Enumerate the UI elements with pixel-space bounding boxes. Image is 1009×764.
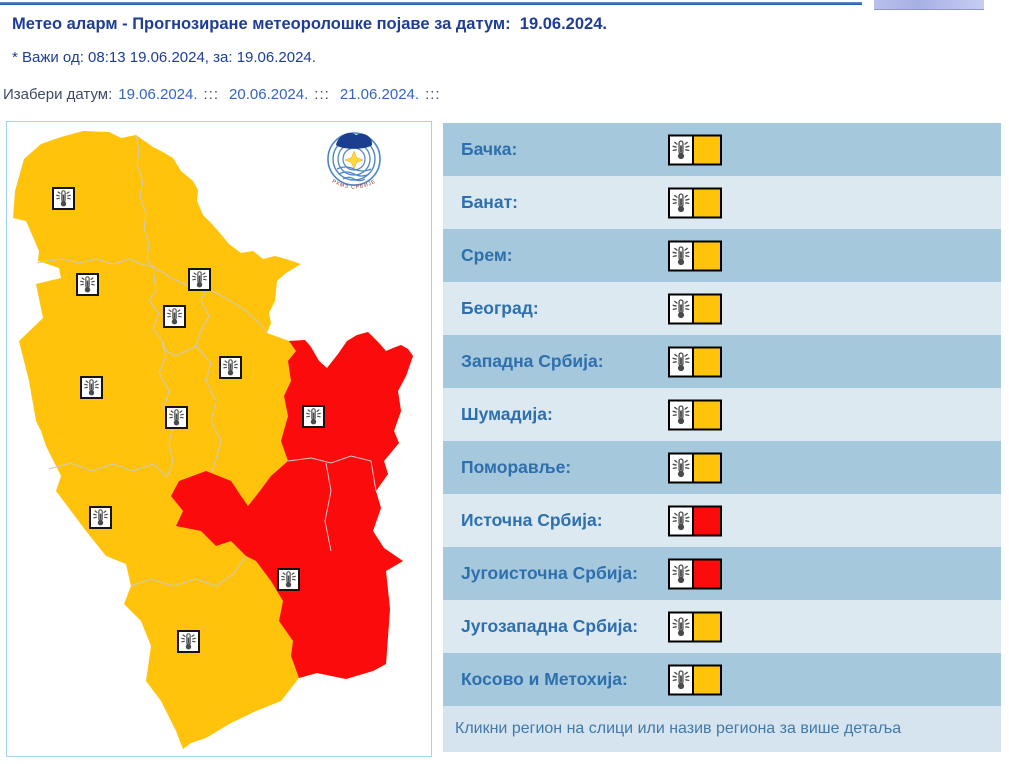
region-row-3[interactable]: Срем: <box>443 229 1001 282</box>
region-label[interactable]: Шумадија: <box>461 404 553 424</box>
svg-text:РХМЗ СРБИЈЕ: РХМЗ СРБИЈЕ <box>331 179 377 191</box>
region-row-5[interactable]: Западна Србија: <box>443 335 1001 388</box>
alert-level-box <box>694 664 722 695</box>
region-label[interactable]: Поморавље: <box>461 457 572 477</box>
alert-indicator <box>668 293 722 324</box>
alert-indicator <box>668 187 722 218</box>
date-option[interactable]: 19.06.2024. <box>118 86 198 103</box>
region-row-1[interactable]: Бачка: <box>443 123 1001 176</box>
alert-indicator <box>668 664 722 695</box>
alert-indicator <box>668 399 722 430</box>
heat-thermometer-icon <box>668 452 694 483</box>
rhmz-serbia-logo: РХМЗ СРБИЈЕ <box>327 132 381 191</box>
heat-thermometer-icon <box>668 611 694 642</box>
map-help-note-text: Кликни регион на слици или назив региона… <box>455 720 902 737</box>
region-row-2[interactable]: Банат: <box>443 176 1001 229</box>
map-heat-icon <box>80 376 103 399</box>
region-row-10[interactable]: Југозападна Србија: <box>443 600 1001 653</box>
alert-level-box <box>694 399 722 430</box>
alert-level-box <box>694 346 722 377</box>
heat-thermometer-icon <box>668 293 694 324</box>
map-heat-icon <box>188 268 211 291</box>
region-row-8[interactable]: Источна Србија: <box>443 494 1001 547</box>
alert-level-box <box>694 558 722 589</box>
map-heat-icon <box>163 305 186 328</box>
alert-level-box <box>694 240 722 271</box>
date-separator: ::: <box>425 86 441 103</box>
logo-sun <box>344 150 364 170</box>
map-heat-icon <box>219 356 242 379</box>
region-label[interactable]: Бачка: <box>461 139 518 159</box>
region-label[interactable]: Београд: <box>461 298 539 318</box>
alert-level-box <box>694 611 722 642</box>
region-label[interactable]: Југоисточна Србија: <box>461 563 638 583</box>
logo-text: РХМЗ СРБИЈЕ <box>331 179 376 191</box>
map-heat-icon <box>277 568 300 591</box>
alert-indicator <box>668 558 722 589</box>
heat-thermometer-icon <box>668 187 694 218</box>
alert-indicator <box>668 452 722 483</box>
heat-thermometer-icon <box>668 558 694 589</box>
alert-level-box <box>694 134 722 165</box>
region-row-9[interactable]: Југоисточна Србија: <box>443 547 1001 600</box>
region-label[interactable]: Срем: <box>461 245 513 265</box>
region-label[interactable]: Југозападна Србија: <box>461 616 639 636</box>
heat-thermometer-icon <box>668 240 694 271</box>
map-heat-icon <box>52 187 75 210</box>
serbia-map-svg: РХМЗ СРБИЈЕ <box>13 131 413 749</box>
map-heat-icon <box>76 273 99 296</box>
region-row-7[interactable]: Поморавље: <box>443 441 1001 494</box>
region-label[interactable]: Косово и Метохија: <box>461 669 628 689</box>
alert-indicator <box>668 611 722 642</box>
alert-level-box <box>694 452 722 483</box>
logo-cloud <box>336 133 373 149</box>
map-help-note: Кликни регион на слици или назив региона… <box>443 706 1001 752</box>
alert-indicator <box>668 346 722 377</box>
date-option[interactable]: 21.06.2024. <box>339 86 420 103</box>
alert-indicator <box>668 240 722 271</box>
map-heat-icon <box>177 630 200 653</box>
district-borders <box>36 134 377 587</box>
serbia-alert-map[interactable]: РХМЗ СРБИЈЕ <box>6 121 432 757</box>
date-picker: Изабери датум: 19.06.2024.::: 20.06.2024.:… <box>3 86 445 103</box>
map-heat-icon <box>89 506 112 529</box>
alert-level-box <box>694 293 722 324</box>
top-divider <box>0 2 862 5</box>
region-label[interactable]: Банат: <box>461 192 519 212</box>
date-separator: ::: <box>314 86 330 103</box>
date-option[interactable]: 20.06.2024. <box>229 86 309 103</box>
page-title: Метео аларм - Прогнозиране метеоролошке … <box>12 15 607 33</box>
map-region-red[interactable] <box>171 332 413 679</box>
alert-level-box <box>694 505 722 536</box>
heat-thermometer-icon <box>668 505 694 536</box>
banner-image-fragment <box>874 0 984 10</box>
region-list: Бачка: Банат: Срем: Београд: Западна Србија:… <box>443 123 1001 752</box>
date-picker-label: Изабери датум: <box>3 86 113 103</box>
region-label[interactable]: Западна Србија: <box>461 351 604 371</box>
alert-indicator <box>668 134 722 165</box>
region-row-11[interactable]: Косово и Метохија: <box>443 653 1001 706</box>
map-heat-icon <box>165 406 188 429</box>
region-label[interactable]: Источна Србија: <box>461 510 603 530</box>
heat-thermometer-icon <box>668 664 694 695</box>
heat-thermometer-icon <box>668 134 694 165</box>
map-heat-icon <box>302 405 325 428</box>
alert-level-box <box>694 187 722 218</box>
date-separator: ::: <box>203 86 220 103</box>
heat-thermometer-icon <box>668 399 694 430</box>
region-row-6[interactable]: Шумадија: <box>443 388 1001 441</box>
region-row-4[interactable]: Београд: <box>443 282 1001 335</box>
heat-thermometer-icon <box>668 346 694 377</box>
alert-indicator <box>668 505 722 536</box>
validity-note: * Важи од: 08:13 19.06.2024, за: 19.06.2… <box>12 49 316 66</box>
